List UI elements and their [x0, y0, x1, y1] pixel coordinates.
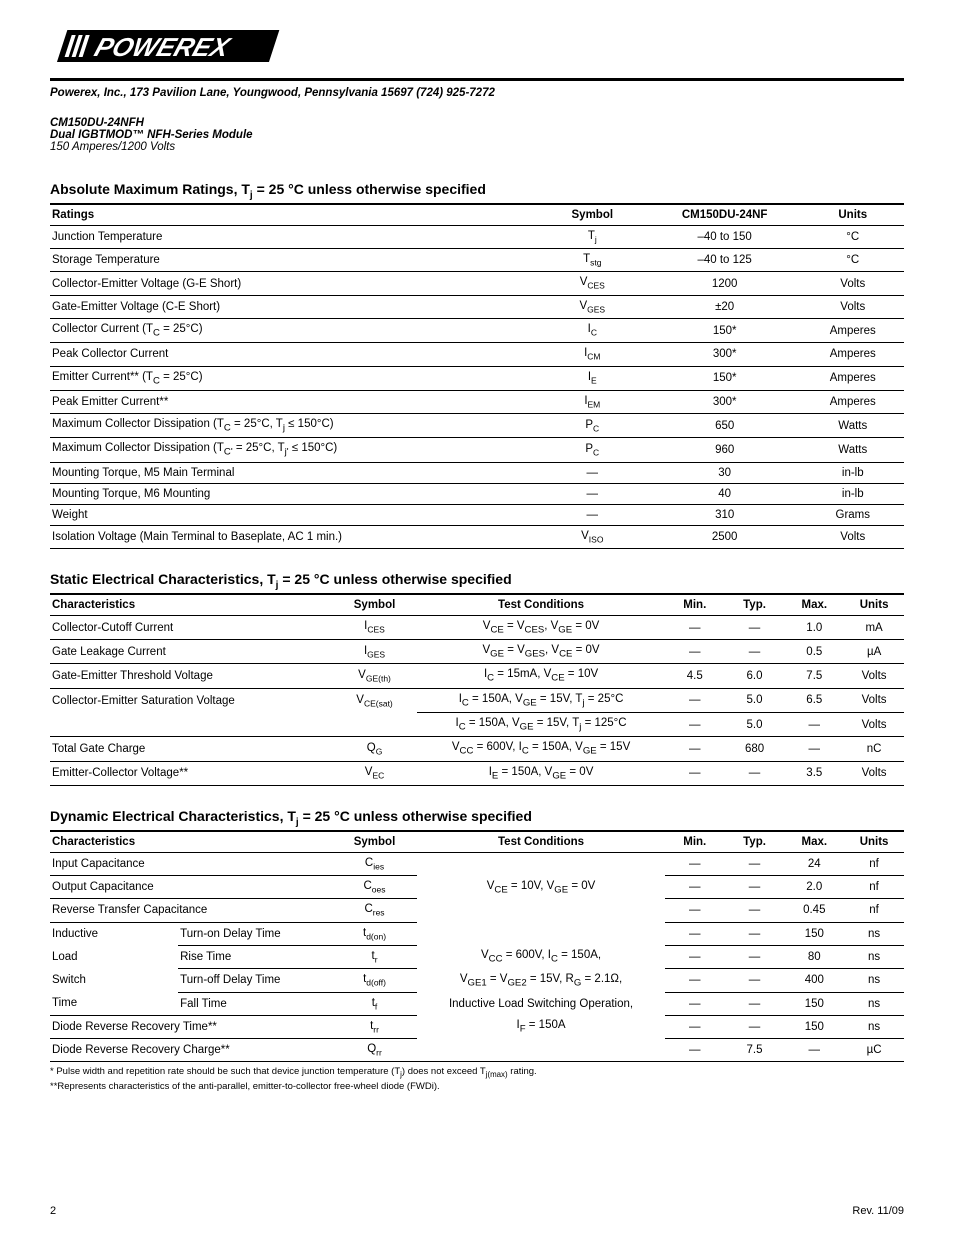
table-row: Collector-Emitter Saturation VoltageVCE(…: [50, 688, 904, 712]
svg-text:POWEREX: POWEREX: [91, 33, 235, 62]
col-ratings: Ratings: [50, 204, 537, 226]
abs-max-title: Absolute Maximum Ratings, Tj = 25 °C unl…: [50, 181, 904, 201]
col-typ: Typ.: [725, 594, 785, 616]
footnote-2: **Represents characteristics of the anti…: [50, 1081, 904, 1093]
table-row: IC = 150A, VGE = 15V, Tj = 125°C—5.0—Vol…: [50, 713, 904, 737]
table-row: Collector Current (TC = 25°C)IC150*Amper…: [50, 318, 904, 342]
col-characteristics: Characteristics: [50, 831, 332, 853]
product-spec: 150 Amperes/1200 Volts: [50, 141, 904, 153]
table-row: Isolation Voltage (Main Terminal to Base…: [50, 525, 904, 548]
table-row: SwitchTurn-off Delay Time td(off) VGE1 =…: [50, 969, 904, 992]
table-row: Diode Reverse Recovery Charge** Qrr —7.5…: [50, 1039, 904, 1062]
static-table: Characteristics Symbol Test Conditions M…: [50, 593, 904, 786]
col-typ: Typ.: [725, 831, 785, 853]
table-row: Peak Collector CurrentICM300*Amperes: [50, 343, 904, 366]
table-row: Junction TemperatureTj–40 to 150°C: [50, 225, 904, 248]
table-row: Mounting Torque, M5 Main Terminal—30in-l…: [50, 462, 904, 483]
table-row: Input Capacitance Cies ——24nf: [50, 852, 904, 875]
footnotes: * Pulse width and repetition rate should…: [50, 1066, 904, 1093]
col-symbol: Symbol: [332, 594, 417, 616]
col-units: Units: [844, 594, 904, 616]
table-row: Mounting Torque, M6 Mounting—40in-lb: [50, 483, 904, 504]
company-address: Powerex, Inc., 173 Pavilion Lane, Youngw…: [50, 87, 904, 99]
product-header: CM150DU-24NFH Dual IGBTMOD™ NFH-Series M…: [50, 117, 904, 153]
table-row: Storage TemperatureTstg–40 to 125°C: [50, 249, 904, 272]
dynamic-title: Dynamic Electrical Characteristics, Tj =…: [50, 808, 904, 828]
page-number: 2: [50, 1205, 56, 1217]
dynamic-table: Characteristics Symbol Test Conditions M…: [50, 830, 904, 1063]
col-max: Max.: [784, 831, 844, 853]
table-row: Output Capacitance Coes VCE = 10V, VGE =…: [50, 876, 904, 899]
table-row: LoadRise Time tr VCC = 600V, IC = 150A, …: [50, 945, 904, 968]
col-conditions: Test Conditions: [417, 831, 665, 853]
col-characteristics: Characteristics: [50, 594, 332, 616]
col-max: Max.: [784, 594, 844, 616]
col-conditions: Test Conditions: [417, 594, 665, 616]
table-row: Maximum Collector Dissipation (TC = 25°C…: [50, 414, 904, 438]
table-row: Gate Leakage CurrentIGESVGE = VGES, VCE …: [50, 640, 904, 664]
col-min: Min.: [665, 594, 725, 616]
footnote-1: * Pulse width and repetition rate should…: [50, 1066, 904, 1080]
table-row: Collector-Emitter Voltage (G-E Short)VCE…: [50, 272, 904, 295]
table-row: TimeFall Time tf Inductive Load Switchin…: [50, 992, 904, 1015]
powerex-logo: POWEREX: [50, 28, 904, 70]
table-row: Gate-Emitter Threshold VoltageVGE(th)IC …: [50, 664, 904, 688]
col-symbol: Symbol: [332, 831, 417, 853]
table-row: Collector-Cutoff CurrentICESVCE = VCES, …: [50, 615, 904, 639]
abs-max-table: Ratings Symbol CM150DU-24NF Units Juncti…: [50, 203, 904, 549]
product-description: Dual IGBTMOD™ NFH-Series Module: [50, 129, 904, 141]
table-row: Emitter-Collector Voltage**VECIE = 150A,…: [50, 761, 904, 785]
table-row: Emitter Current** (TC = 25°C)IE150*Amper…: [50, 366, 904, 390]
table-row: Reverse Transfer Capacitance Cres ——0.45…: [50, 899, 904, 922]
table-row: Diode Reverse Recovery Time** trr IF = 1…: [50, 1015, 904, 1038]
table-row: Total Gate ChargeQGVCC = 600V, IC = 150A…: [50, 737, 904, 761]
col-units: Units: [802, 204, 904, 226]
revision: Rev. 11/09: [852, 1205, 904, 1217]
product-code: CM150DU-24NFH: [50, 117, 904, 129]
table-row: Maximum Collector Dissipation (TC' = 25°…: [50, 438, 904, 462]
static-title: Static Electrical Characteristics, Tj = …: [50, 571, 904, 591]
col-value: CM150DU-24NF: [648, 204, 802, 226]
col-symbol: Symbol: [537, 204, 648, 226]
col-units: Units: [844, 831, 904, 853]
header-rule: [50, 78, 904, 81]
table-row: Weight—310Grams: [50, 504, 904, 525]
col-min: Min.: [665, 831, 725, 853]
table-row: Gate-Emitter Voltage (C-E Short)VGES±20V…: [50, 295, 904, 318]
page-footer: 2 Rev. 11/09: [50, 1205, 904, 1217]
table-row: Peak Emitter Current**IEM300*Amperes: [50, 390, 904, 413]
table-row: InductiveTurn-on Delay Time td(on) ——150…: [50, 922, 904, 945]
